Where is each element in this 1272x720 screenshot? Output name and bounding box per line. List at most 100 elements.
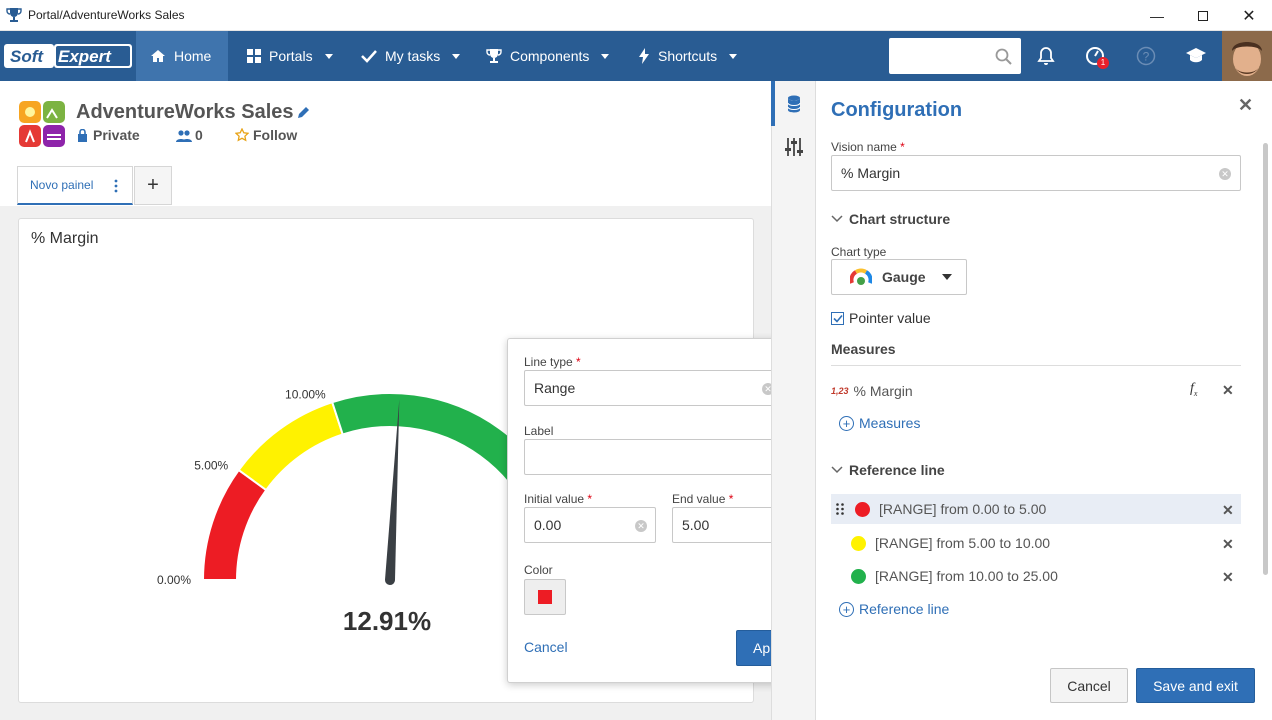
nav-shortcuts[interactable]: Shortcuts — [624, 31, 751, 81]
plus-circle-icon: + — [839, 415, 854, 431]
add-tab-button[interactable]: + — [134, 166, 172, 205]
checkbox-checked-icon[interactable] — [831, 311, 844, 325]
chevron-down-icon — [601, 53, 610, 59]
color-picker[interactable] — [524, 579, 566, 615]
drag-handle-icon[interactable] — [835, 502, 845, 516]
notification-badge: 1 — [1097, 57, 1109, 69]
reference-line-section[interactable]: Reference line — [831, 462, 945, 478]
nav-home[interactable]: Home — [136, 31, 228, 81]
clear-icon[interactable]: ✕ — [1219, 168, 1231, 180]
learning-button[interactable] — [1183, 43, 1209, 69]
reference-line-header: Reference line — [849, 462, 945, 478]
panel-scrollbar[interactable] — [1263, 143, 1268, 575]
add-reference-line-link[interactable]: + Reference line — [839, 601, 949, 617]
remove-reference-icon[interactable]: ✕ — [1222, 536, 1234, 552]
graduation-cap-icon — [1186, 48, 1206, 63]
lightning-icon — [639, 48, 649, 64]
kebab-menu-icon[interactable] — [114, 179, 118, 193]
remove-reference-icon[interactable]: ✕ — [1222, 569, 1234, 585]
edit-pencil-icon[interactable] — [296, 106, 310, 120]
add-measures-label: Measures — [859, 415, 921, 431]
window-title: Portal/AdventureWorks Sales — [28, 8, 185, 22]
database-icon[interactable] — [787, 95, 801, 113]
softexpert-logo[interactable]: Soft Expert — [4, 42, 132, 70]
lock-icon — [78, 128, 87, 142]
pointer-value-checkbox[interactable]: Pointer value — [831, 310, 931, 326]
help-button[interactable]: ? — [1133, 43, 1159, 69]
measure-name: % Margin — [853, 383, 913, 399]
svg-text:?: ? — [1143, 50, 1150, 64]
vision-name-value: % Margin — [841, 165, 901, 181]
popup-cancel-link[interactable]: Cancel — [524, 639, 568, 655]
notifications-button[interactable] — [1033, 43, 1059, 69]
portal-logo — [19, 101, 65, 147]
bell-icon — [1037, 47, 1055, 65]
remove-reference-icon[interactable]: ✕ — [1222, 502, 1234, 518]
chart-structure-label: Chart structure — [849, 211, 951, 227]
measure-row[interactable]: 1,23 % Margin fx ✕ — [831, 377, 1241, 405]
close-panel-icon[interactable]: ✕ — [1238, 95, 1254, 115]
svg-text:Soft: Soft — [10, 47, 44, 66]
gauge-chart-icon — [850, 268, 872, 285]
trophy-icon — [6, 8, 22, 22]
follow-button[interactable]: Follow — [235, 127, 297, 143]
avatar-image — [1222, 31, 1272, 81]
add-measures-link[interactable]: + Measures — [839, 415, 920, 431]
sliders-icon[interactable] — [784, 138, 804, 156]
color-dot — [851, 535, 866, 551]
gauge-tick-label: 5.00% — [194, 458, 228, 472]
follow-label: Follow — [253, 127, 298, 143]
users-icon — [176, 129, 192, 142]
remove-measure-icon[interactable]: ✕ — [1222, 382, 1234, 398]
performance-button[interactable]: 1 — [1083, 43, 1109, 69]
reference-line-text: [RANGE] from 5.00 to 10.00 — [875, 535, 1051, 551]
save-and-exit-button[interactable]: Save and exit — [1136, 668, 1255, 703]
window-titlebar: Portal/AdventureWorks Sales — ✕ — [0, 0, 1272, 31]
chevron-down-icon — [831, 466, 843, 474]
chart-type-select[interactable]: Gauge — [831, 259, 967, 295]
initial-value-input[interactable]: 0.00 ✕ — [524, 507, 656, 543]
speedometer-icon — [1086, 47, 1104, 65]
reference-line-row[interactable]: [RANGE] from 5.00 to 10.00 ✕ — [831, 528, 1241, 558]
user-avatar[interactable] — [1222, 31, 1272, 81]
formula-icon[interactable]: fx — [1190, 381, 1198, 398]
search-icon[interactable] — [995, 48, 1012, 65]
members-count-label: 0 — [195, 127, 203, 143]
close-window-button[interactable]: ✕ — [1242, 7, 1256, 25]
line-type-select[interactable]: Range ✕ — [524, 370, 805, 406]
label-field-label: Label — [524, 424, 554, 438]
gauge-band-1[interactable] — [237, 400, 344, 492]
pointer-value-label: Pointer value — [849, 310, 931, 326]
top-navbar: Soft Expert Home Portals My tasks Compon… — [0, 31, 1272, 81]
nav-components[interactable]: Components — [472, 31, 623, 81]
cancel-button[interactable]: Cancel — [1050, 668, 1128, 703]
nav-portals[interactable]: Portals — [233, 31, 347, 81]
nav-my-tasks[interactable]: My tasks — [347, 31, 474, 81]
vision-name-input[interactable]: % Margin ✕ — [831, 155, 1241, 191]
grid-icon — [247, 49, 261, 63]
clear-icon[interactable]: ✕ — [635, 520, 647, 532]
measures-header: Measures — [831, 341, 896, 357]
initial-value-label: Initial value * — [524, 492, 593, 506]
gauge-tick-label: 10.00% — [285, 388, 326, 402]
reference-line-row[interactable]: [RANGE] from 0.00 to 5.00 ✕ — [831, 494, 1241, 524]
privacy-label: Private — [93, 127, 140, 143]
end-value-text: 5.00 — [682, 517, 710, 533]
dropdown-arrow-icon — [941, 274, 952, 280]
minimize-button[interactable]: — — [1150, 7, 1164, 24]
chevron-down-icon — [729, 53, 738, 59]
search-field[interactable] — [897, 38, 997, 72]
chevron-down-icon — [452, 53, 461, 59]
members-count[interactable]: 0 — [176, 127, 203, 143]
svg-text:Expert: Expert — [58, 47, 112, 66]
star-icon — [235, 128, 249, 142]
reference-line-row[interactable]: [RANGE] from 10.00 to 25.00 ✕ — [831, 561, 1241, 591]
search-input[interactable] — [889, 38, 1021, 74]
gauge-band-0[interactable] — [201, 468, 268, 581]
reference-line-text: [RANGE] from 10.00 to 25.00 — [875, 568, 1058, 584]
maximize-button[interactable] — [1180, 0, 1226, 31]
tab-novo-painel[interactable]: Novo painel — [17, 166, 133, 205]
chart-structure-section[interactable]: Chart structure — [831, 211, 950, 227]
label-input[interactable] — [524, 439, 805, 475]
add-reference-line-label: Reference line — [859, 601, 950, 617]
